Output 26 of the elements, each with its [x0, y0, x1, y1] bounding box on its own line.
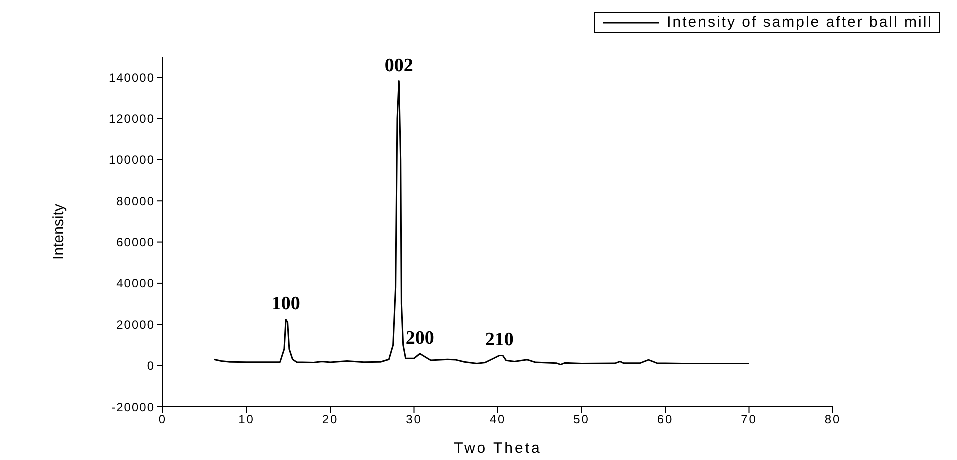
x-tick-label: 80	[824, 412, 842, 427]
x-tick-label: 20	[322, 412, 339, 427]
y-tick-label: 40000	[116, 276, 155, 291]
y-tick-label: 0	[147, 359, 155, 374]
x-tick-label: 0	[158, 412, 168, 427]
y-tick-label: 80000	[116, 194, 155, 208]
annotation: 002	[384, 55, 414, 76]
y-axis-title: Intensity	[50, 204, 68, 260]
y-tick-label: 140000	[108, 70, 155, 85]
annotation: 210	[485, 330, 514, 351]
y-tick-label: -20000	[112, 400, 155, 414]
x-tick-label: 30	[406, 412, 422, 427]
y-tick-label: 60000	[116, 236, 155, 250]
x-axis-title: Two Theta	[454, 440, 542, 457]
legend-label: Intensity of sample after ball mill	[667, 14, 933, 31]
x-tick-label: 60	[657, 412, 674, 427]
x-tick-label: 70	[741, 412, 758, 427]
annotation: 100	[272, 294, 300, 315]
x-tick-label: 40	[490, 412, 506, 427]
annotation: 200	[406, 328, 434, 349]
line-series	[213, 80, 750, 366]
y-tick-label: 120000	[108, 112, 155, 126]
y-tick-label: 20000	[116, 318, 155, 332]
x-tick-label: 10	[238, 412, 255, 427]
y-tick-label: 100000	[108, 153, 155, 168]
x-tick-label: 50	[574, 412, 590, 427]
